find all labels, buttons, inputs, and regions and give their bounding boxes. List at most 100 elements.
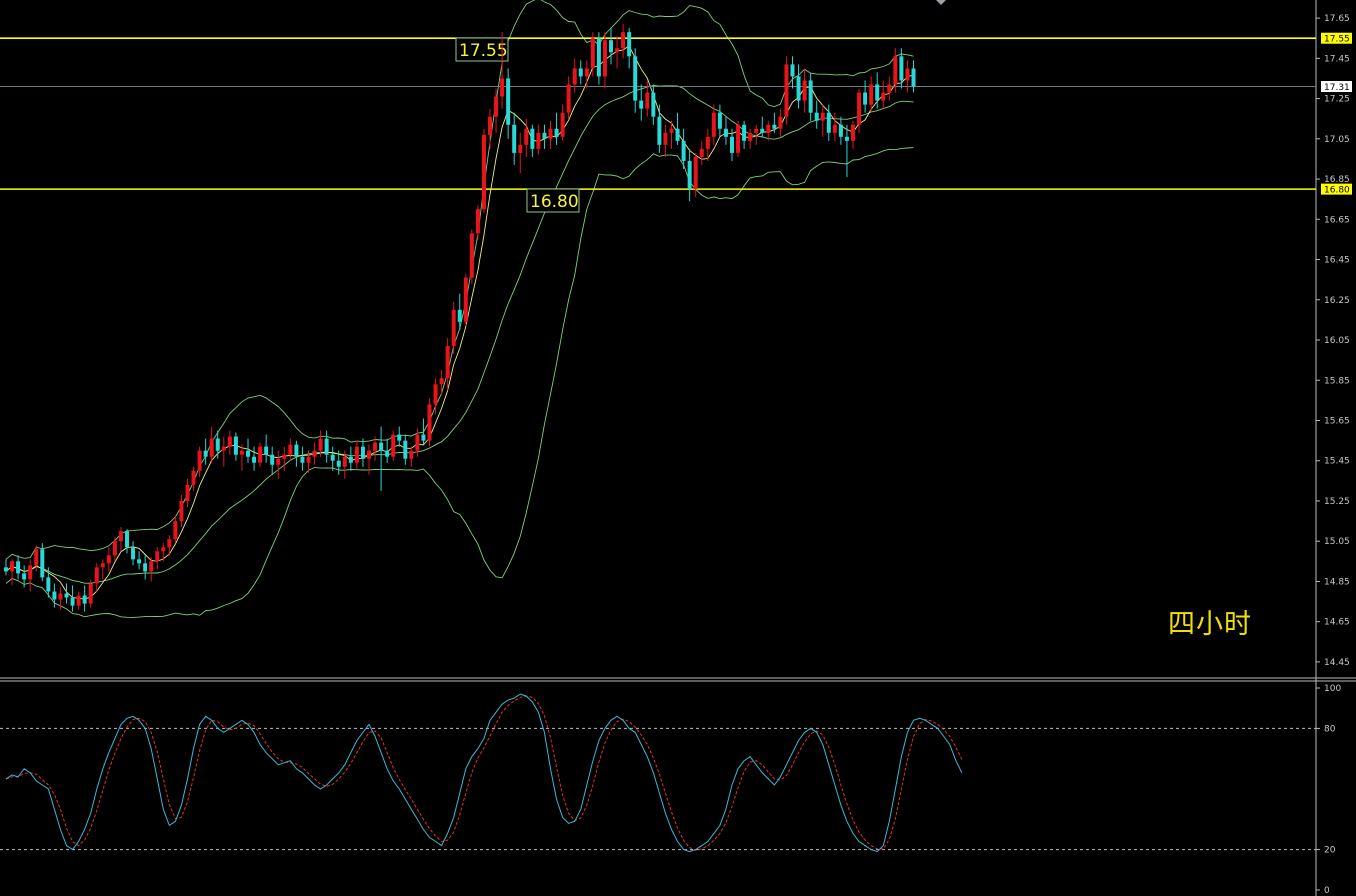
- candle: [215, 430, 220, 459]
- candle: [427, 398, 432, 447]
- candle-body: [233, 436, 238, 455]
- candle-body: [669, 128, 674, 133]
- candle: [445, 338, 450, 391]
- candle-body: [766, 124, 771, 133]
- candle: [863, 80, 868, 113]
- candle: [76, 591, 81, 610]
- candle: [748, 128, 753, 149]
- candle: [760, 116, 765, 137]
- candle: [893, 48, 898, 93]
- level-label: 17.55: [459, 41, 508, 61]
- candle-body: [125, 531, 129, 548]
- candle-body: [324, 438, 329, 455]
- candle: [131, 541, 136, 566]
- candle: [52, 583, 57, 608]
- candle-body: [911, 68, 916, 87]
- candle: [596, 32, 601, 85]
- candle-body: [832, 124, 837, 133]
- candle-body: [22, 573, 27, 580]
- candle: [58, 587, 63, 610]
- price-tick-label: 16.05: [1324, 336, 1350, 346]
- candle-body: [149, 561, 154, 572]
- candle: [542, 124, 547, 149]
- candle-body: [433, 384, 438, 405]
- candle-body: [379, 442, 384, 451]
- level-label: 16.80: [530, 192, 579, 212]
- candle: [506, 68, 511, 139]
- candle: [826, 104, 831, 141]
- candle-body: [16, 561, 21, 574]
- candle: [40, 543, 45, 582]
- candle-body: [663, 132, 668, 145]
- bollinger-middle: [5, 85, 914, 584]
- candle: [397, 426, 402, 447]
- candle: [590, 32, 595, 77]
- candle: [100, 559, 105, 580]
- candle-body: [475, 209, 480, 234]
- candle: [16, 555, 21, 580]
- candle-body: [881, 92, 886, 101]
- candle-body: [354, 446, 359, 463]
- stochastic-oscillator: 100 80 20 0: [0, 684, 1341, 896]
- candle-body: [675, 128, 680, 141]
- candle-body: [40, 549, 45, 578]
- level-label-box: [526, 188, 580, 213]
- candle-body: [796, 76, 801, 101]
- candle-body: [264, 446, 269, 455]
- price-tick-label: 17.45: [1324, 54, 1350, 64]
- candle-body: [748, 132, 753, 141]
- candle: [137, 551, 142, 570]
- candle-body: [814, 112, 819, 121]
- candle: [161, 543, 166, 562]
- candle-body: [137, 559, 142, 564]
- candle-body: [820, 112, 825, 121]
- candle: [905, 60, 910, 93]
- candle-body: [100, 563, 105, 568]
- candle: [820, 104, 825, 137]
- candle-body: [657, 116, 662, 145]
- candle-body: [282, 454, 287, 459]
- candle: [179, 494, 184, 528]
- candle-body: [82, 595, 87, 604]
- candle-body: [445, 346, 450, 379]
- candle: [270, 446, 275, 475]
- candle-body: [687, 160, 692, 190]
- candle-body: [869, 84, 874, 105]
- candle-body: [645, 92, 650, 109]
- candle: [802, 68, 807, 113]
- main-pane: [0, 0, 1316, 676]
- candle: [766, 120, 771, 141]
- candle: [578, 60, 583, 85]
- candle-body: [736, 124, 741, 153]
- stoch-d-line: [5, 695, 963, 851]
- candle: [391, 430, 396, 461]
- candle-body: [427, 404, 432, 441]
- price-tick-label: 16.85: [1324, 175, 1350, 185]
- candle-body: [409, 450, 414, 459]
- level-axis-tag: [1321, 183, 1352, 195]
- candle-body: [28, 565, 33, 580]
- candle-body: [808, 80, 813, 113]
- candle: [415, 428, 420, 457]
- candle-body: [294, 444, 299, 457]
- price-axis: 17.65 17.45 17.25 17.05 16.85 16.65 16.45 16.25…: [1316, 14, 1352, 668]
- candle: [602, 32, 607, 89]
- stoch-tick-label: 80: [1324, 724, 1336, 734]
- candle-body: [258, 446, 263, 463]
- scroll-marker-icon[interactable]: [936, 0, 946, 5]
- candle-body: [887, 84, 892, 93]
- candle-body: [403, 440, 408, 459]
- candle-body: [542, 132, 547, 139]
- candle-body: [893, 56, 898, 85]
- candle-body: [590, 38, 595, 69]
- candle-body: [463, 277, 468, 322]
- candle: [82, 585, 87, 612]
- candle-body: [300, 456, 305, 463]
- candle: [28, 559, 33, 592]
- candle-body: [536, 132, 541, 149]
- candle-body: [131, 547, 136, 560]
- candle: [4, 559, 8, 576]
- candle-body: [391, 434, 396, 457]
- candle: [572, 58, 577, 93]
